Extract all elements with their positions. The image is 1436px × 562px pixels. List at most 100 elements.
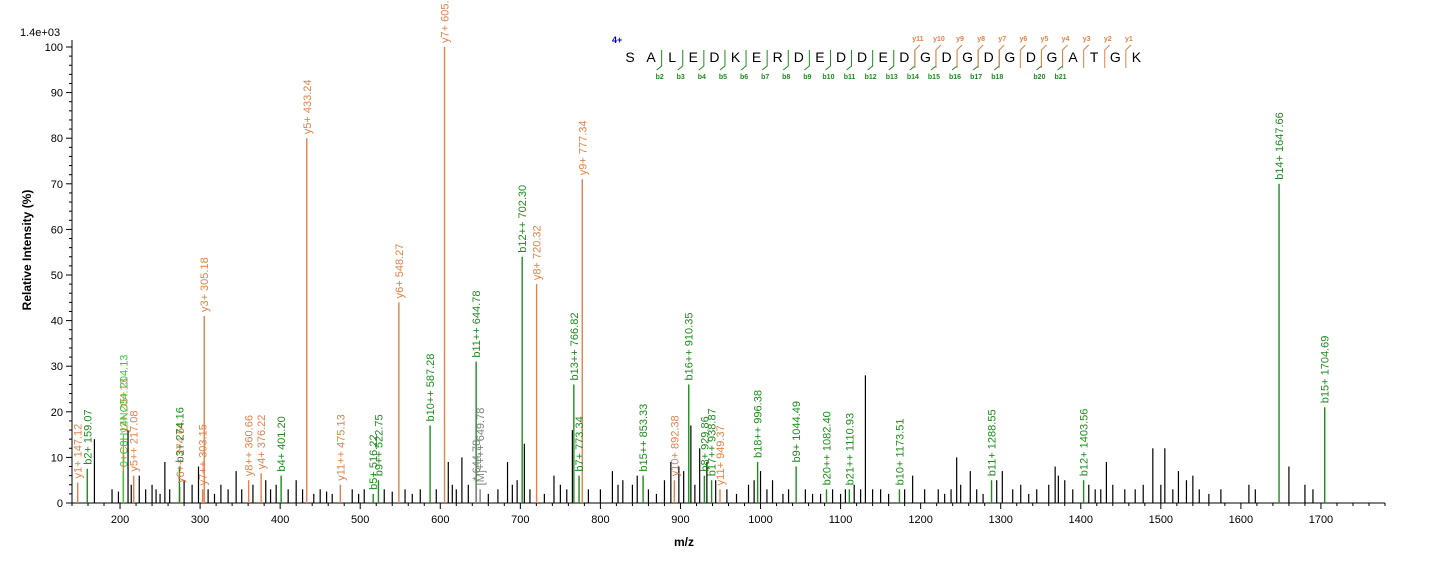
y-ion-bracket bbox=[1083, 44, 1090, 68]
b-ion-bracket bbox=[993, 50, 1000, 71]
peak-label-b: b12++ 702.30 bbox=[517, 185, 529, 253]
sequence-map: 4+S A L E D K E R D E D D E D G D G D G D G A T G Kb2 b3 b4 b5 b6 b7 b… bbox=[612, 35, 1142, 81]
y-ion-tag: y9 bbox=[956, 36, 964, 43]
b-ion-tag: b3 bbox=[677, 74, 685, 81]
b-ion-tag: b13 bbox=[886, 74, 898, 81]
peak-label-b: b10++ 587.28 bbox=[425, 354, 437, 422]
x-tick-label: 700 bbox=[511, 514, 529, 526]
peak-label-y: y2+ 204.13 bbox=[118, 378, 130, 433]
sequence-residue: K bbox=[731, 49, 741, 65]
sequence-residue: E bbox=[815, 49, 824, 65]
peak-label-b: b18++ 996.38 bbox=[753, 390, 765, 458]
y-ion-bracket bbox=[998, 44, 1005, 68]
peak-label-y: y8+ 720.32 bbox=[532, 225, 544, 280]
y-ion-bracket bbox=[977, 44, 984, 68]
peak-label-b: b11++ 644.78 bbox=[471, 291, 483, 358]
y-ion-bracket bbox=[1062, 44, 1068, 68]
x-tick-label: 900 bbox=[671, 514, 689, 526]
b-ion-bracket bbox=[867, 50, 874, 71]
b-ion-tag: b6 bbox=[740, 74, 748, 81]
y-ion-bracket bbox=[1019, 44, 1026, 68]
peak-label-b: b3+ 274.16 bbox=[174, 407, 186, 462]
y-tick-label: 50 bbox=[51, 270, 63, 282]
b-ion-tag: b16 bbox=[949, 74, 961, 81]
b-ion-tag: b15 bbox=[928, 74, 940, 81]
peak-label-b: b4+ 401.20 bbox=[276, 416, 288, 471]
sequence-residue: G bbox=[1004, 49, 1015, 65]
y-ion-tag: y1 bbox=[1125, 36, 1133, 43]
sequence-residue: G bbox=[962, 49, 973, 65]
b-ion-bracket bbox=[698, 50, 705, 71]
peak-label-b: b2+ 159.07 bbox=[82, 409, 94, 464]
peak-label-b: b12+ 1403.56 bbox=[1079, 409, 1091, 477]
peak-label-b: b9+ 1044.49 bbox=[791, 401, 803, 462]
y-ion-tag: y2 bbox=[1104, 36, 1112, 43]
b-ion-tag: b9 bbox=[803, 74, 811, 81]
y-ion-tag: y10 bbox=[933, 36, 945, 43]
sequence-residue: D bbox=[899, 49, 909, 65]
x-tick-label: 1200 bbox=[908, 514, 932, 526]
peak-label-y: y11++ 475.13 bbox=[335, 414, 347, 480]
peak-label-b: b21++ 1110.93 bbox=[844, 413, 856, 485]
sequence-residue: S bbox=[625, 49, 634, 65]
peak-label-y: y7+ 605.29 bbox=[440, 0, 452, 43]
y-ion-bracket bbox=[914, 44, 921, 68]
x-tick-label: 1700 bbox=[1309, 514, 1333, 526]
b-ion-bracket bbox=[951, 50, 958, 71]
x-tick-label: 1400 bbox=[1069, 514, 1093, 526]
x-tick-label: 600 bbox=[431, 514, 449, 526]
y-tick-label: 60 bbox=[51, 224, 63, 236]
x-tick-label: 800 bbox=[591, 514, 609, 526]
y-ion-tag: y4 bbox=[1062, 36, 1070, 43]
b-ion-tag: b14 bbox=[907, 74, 919, 81]
x-tick-label: 1100 bbox=[829, 514, 853, 526]
b-ion-bracket bbox=[782, 50, 789, 71]
b-ion-bracket bbox=[656, 50, 663, 71]
x-tick-label: 1600 bbox=[1229, 514, 1253, 526]
y-ion-tag: y6 bbox=[1019, 36, 1027, 43]
x-tick-label: 1000 bbox=[748, 514, 772, 526]
b-ion-bracket bbox=[825, 50, 831, 71]
b-ion-tag: b2 bbox=[656, 74, 664, 81]
b-ion-tag: b11 bbox=[844, 74, 856, 81]
x-tick-label: 400 bbox=[271, 514, 289, 526]
y-ion-tag: y11 bbox=[912, 36, 923, 43]
peak-label-y: y6++ 274.64 bbox=[175, 422, 187, 483]
peak-label-immonium: 0+C8H14NO5+ 204.13 bbox=[118, 355, 130, 468]
peak-label-b: b14+ 1647.66 bbox=[1274, 112, 1286, 180]
peak-label-y: y3+ 305.18 bbox=[199, 257, 211, 312]
b-ion-bracket bbox=[972, 50, 979, 71]
sequence-residue: L bbox=[668, 49, 676, 65]
y-ion-bracket bbox=[1125, 44, 1132, 68]
axes: 200 300 400 500 600 700 800 900 1000 1100 1200 1300… bbox=[45, 40, 1386, 526]
b-ion-tag: b5 bbox=[719, 74, 727, 81]
peak-label-marker: * 644.78 bbox=[471, 440, 483, 481]
peak-label-b: b7+ 773.34 bbox=[574, 416, 586, 471]
sequence-residue: T bbox=[1090, 49, 1099, 65]
y-ion-bracket bbox=[935, 44, 942, 68]
peak-label-y: y1+ 147.12 bbox=[73, 424, 85, 479]
peak-label-y: y4+ 376.22 bbox=[256, 415, 268, 470]
b-ion-tag: b21 bbox=[1055, 74, 1067, 81]
peak-label-precursor: [M]++++ 649.78 bbox=[475, 408, 487, 486]
sequence-residue: D bbox=[941, 49, 951, 65]
b-ion-tag: b18 bbox=[991, 74, 1003, 81]
x-tick-label: 200 bbox=[111, 514, 129, 526]
sequence-residue: G bbox=[1110, 49, 1121, 65]
y-tick-label: 0 bbox=[57, 498, 63, 510]
b-ion-tag: b20 bbox=[1033, 74, 1045, 81]
peak-label-b: b11+ 1288.55 bbox=[987, 409, 999, 476]
b-ion-bracket bbox=[1057, 50, 1064, 71]
peak-label-y: y10+ 892.38 bbox=[669, 415, 681, 476]
y-ion-bracket bbox=[956, 44, 963, 68]
x-tick-label: 300 bbox=[191, 514, 209, 526]
peak-label-b: b15+ 1704.69 bbox=[1320, 336, 1332, 404]
b-ion-bracket bbox=[677, 50, 684, 71]
y-ion-tag: y7 bbox=[998, 36, 1006, 43]
x-tick-label: 1300 bbox=[988, 514, 1012, 526]
sequence-residue: E bbox=[879, 49, 888, 65]
b-ion-tag: b17 bbox=[970, 74, 982, 81]
y-axis-title: Relative Intensity (%) bbox=[20, 190, 34, 311]
